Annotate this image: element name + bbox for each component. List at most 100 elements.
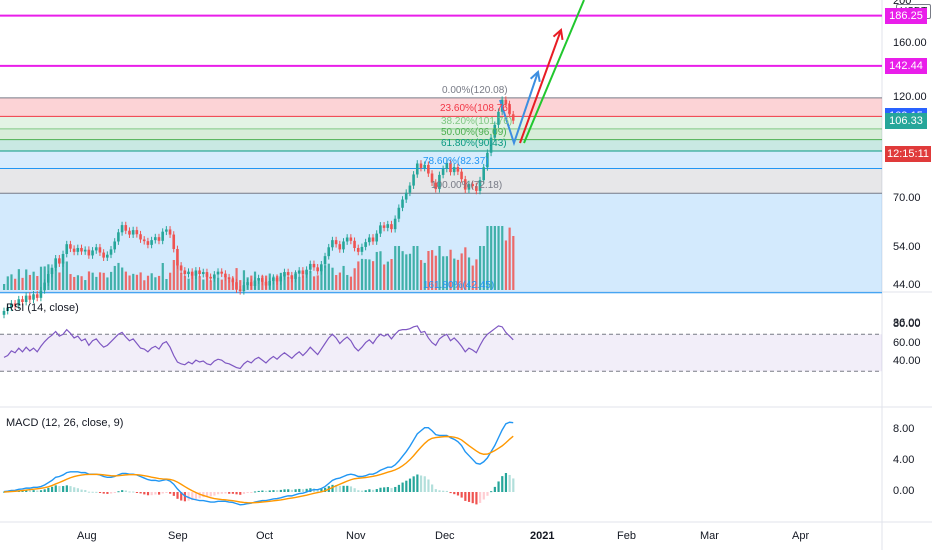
fib-level-label: 78.60%(82.37)	[423, 155, 489, 167]
candle-body	[427, 164, 430, 174]
macd-histogram-bar	[471, 492, 474, 504]
volume-bar	[438, 246, 441, 290]
candle-body	[368, 237, 371, 243]
time-axis-tick: Apr	[792, 530, 810, 542]
volume-bar	[80, 276, 83, 290]
volume-bar	[309, 270, 312, 290]
candle-body	[242, 285, 246, 292]
volume-bar	[50, 269, 54, 290]
macd-histogram-bar	[95, 491, 98, 493]
macd-histogram-bar	[412, 476, 415, 492]
macd-histogram-bar	[165, 492, 168, 493]
macd-histogram-bar	[25, 490, 28, 492]
candle-body	[371, 237, 375, 242]
macd-axis-tick: 8.00	[893, 423, 915, 435]
volume-bar	[69, 274, 72, 290]
candle-body	[153, 237, 157, 241]
macd-histogram-bar	[154, 492, 157, 495]
macd-histogram-bar	[276, 490, 279, 492]
fib-level-label: 61.80%(90.43)	[441, 138, 507, 149]
candle-body	[69, 244, 72, 249]
candle-body	[345, 237, 349, 242]
macd-histogram-bar	[102, 492, 105, 494]
volume-bar	[198, 276, 201, 290]
macd-histogram-bar	[176, 492, 179, 499]
candle-body	[98, 247, 102, 253]
macd-histogram-bar	[283, 489, 286, 492]
macd-histogram-bar	[301, 489, 305, 492]
volume-bar	[368, 259, 371, 290]
macd-histogram-bar	[279, 489, 282, 492]
time-axis-tick: Feb	[617, 530, 636, 542]
macd-histogram-bar	[135, 492, 139, 493]
candle-body	[364, 242, 367, 247]
macd-histogram-bar	[39, 490, 43, 492]
macd-histogram-bar	[438, 490, 441, 492]
candle-body	[497, 111, 500, 125]
macd-histogram-bar	[209, 492, 212, 497]
candle-body	[449, 162, 452, 173]
blue-arrow-head	[529, 70, 541, 83]
macd-histogram-bar	[47, 487, 50, 492]
volume-bar	[239, 280, 242, 290]
volume-bar	[383, 264, 386, 290]
volume-bar	[342, 265, 345, 290]
macd-histogram-bar	[62, 486, 65, 492]
macd-histogram-bar	[467, 492, 471, 502]
volume-bar	[54, 262, 57, 290]
volume-bar	[187, 278, 190, 290]
macd-histogram-bar	[397, 484, 401, 492]
fib-zone	[0, 97, 882, 117]
fib-level-label: 161.80%(42.45)	[423, 279, 495, 291]
candle-body	[238, 289, 242, 292]
macd-histogram-bar	[349, 486, 353, 492]
candle-body	[353, 240, 356, 248]
volume-bar	[471, 265, 474, 290]
macd-histogram-bar	[331, 484, 334, 492]
volume-bar	[497, 226, 500, 290]
macd-histogram-bar	[198, 492, 201, 499]
candle-body	[120, 225, 124, 233]
macd-line	[3, 421, 514, 506]
candle-body	[102, 252, 105, 258]
candle-body	[205, 272, 209, 277]
volume-bar	[316, 275, 319, 290]
candle-body	[131, 230, 135, 235]
candle-body	[338, 244, 342, 250]
volume-bar	[176, 260, 179, 290]
rsi-line	[3, 325, 514, 370]
macd-histogram-bar	[456, 492, 460, 496]
fib-level-label: 38.20%(101.76)	[441, 115, 513, 127]
volume-bar	[95, 276, 98, 290]
candle-body	[13, 303, 17, 306]
time-axis-tick: Sep	[168, 530, 188, 542]
macd-histogram-bar	[346, 485, 349, 492]
macd-histogram-bar	[497, 481, 500, 492]
fib-level-label: 0.00%(120.08)	[442, 84, 508, 96]
price-tag: 142.44	[885, 57, 927, 74]
volume-bar	[501, 226, 504, 290]
macd-histogram-bar	[235, 492, 238, 495]
volume-bar	[113, 265, 116, 290]
macd-histogram-bar	[91, 491, 94, 493]
volume-bar	[305, 273, 308, 290]
volume-bar	[357, 261, 360, 290]
candle-body	[54, 258, 57, 268]
volume-bar	[143, 280, 146, 290]
volume-bar	[490, 226, 493, 290]
macd-histogram-bar	[386, 487, 389, 492]
macd-histogram-bar	[264, 490, 268, 492]
macd-axis-tick: 0.00	[893, 485, 915, 497]
volume-bar	[397, 246, 401, 290]
candle-body	[124, 225, 128, 231]
candle-body	[301, 270, 305, 275]
macd-histogram-bar	[228, 492, 231, 494]
candle-body	[72, 248, 76, 252]
macd-histogram-bar	[490, 491, 493, 493]
volume-bar	[453, 258, 456, 290]
macd-histogram-bar	[368, 489, 371, 492]
volume-bar	[205, 273, 209, 290]
volume-bar	[290, 275, 294, 290]
macd-histogram-bar	[194, 492, 198, 500]
